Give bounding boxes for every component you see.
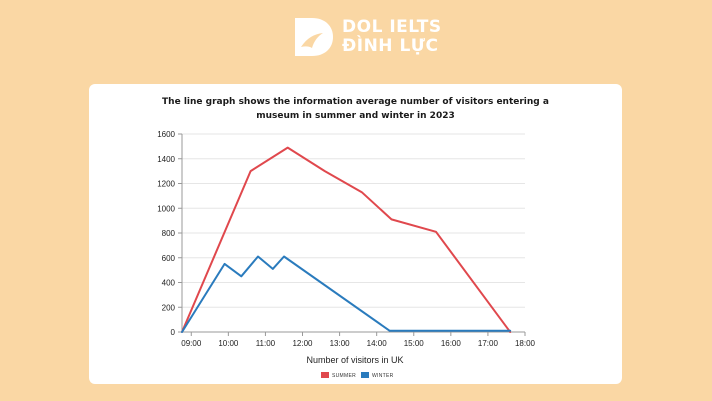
- legend-swatch-winter: [361, 372, 369, 378]
- series-lines: [181, 146, 512, 333]
- x-tick-label: 17:00: [478, 339, 499, 348]
- brand-name-line1: DOL IELTS: [342, 17, 442, 37]
- x-tick-label: 16:00: [441, 339, 462, 348]
- y-tick-label: 200: [162, 303, 176, 312]
- dol-logo-icon: [295, 18, 333, 56]
- brand-name-line2: ĐÌNH LỰC: [342, 36, 439, 56]
- y-tick-label: 600: [162, 254, 176, 263]
- legend-swatch-summer: [321, 372, 329, 378]
- y-tick-label: 800: [162, 229, 176, 238]
- tick-labels: 0 200 400 600 800 1000 1200 1400 1600 09:00 10:00 1…: [157, 130, 535, 348]
- line-chart: The line graph shows the information ave…: [157, 97, 549, 379]
- y-tick-label: 0: [171, 328, 176, 337]
- series-line-summer: [181, 146, 512, 333]
- legend-label-summer: SUMMER: [332, 373, 356, 379]
- x-tick-label: 14:00: [367, 339, 388, 348]
- y-tick-label: 1600: [157, 130, 175, 139]
- x-tick-label: 10:00: [218, 339, 239, 348]
- x-tick-label: 11:00: [256, 339, 276, 348]
- x-tick-label: 13:00: [330, 339, 351, 348]
- x-axis-label: Number of visitors in UK: [306, 355, 403, 365]
- grid-lines: [182, 133, 525, 308]
- y-tick-label: 1000: [157, 204, 175, 213]
- chart-title-line2: museum in summer and winter in 2023: [256, 111, 455, 121]
- legend: SUMMER WINTER: [321, 372, 394, 379]
- brand: DOL IELTS ĐÌNH LỰC: [292, 16, 442, 58]
- axes: [178, 133, 526, 336]
- y-tick-label: 1200: [157, 180, 175, 189]
- chart-card: The line graph shows the information ave…: [89, 84, 622, 384]
- x-tick-label: 18:00: [515, 339, 536, 348]
- y-tick-label: 400: [162, 279, 176, 288]
- series-line-winter: [181, 255, 512, 333]
- chart-title-line1: The line graph shows the information ave…: [162, 97, 549, 107]
- legend-label-winter: WINTER: [372, 373, 394, 379]
- x-tick-label: 09:00: [181, 339, 202, 348]
- y-tick-label: 1400: [157, 155, 175, 164]
- x-tick-label: 12:00: [292, 339, 313, 348]
- x-tick-label: 15:00: [404, 339, 425, 348]
